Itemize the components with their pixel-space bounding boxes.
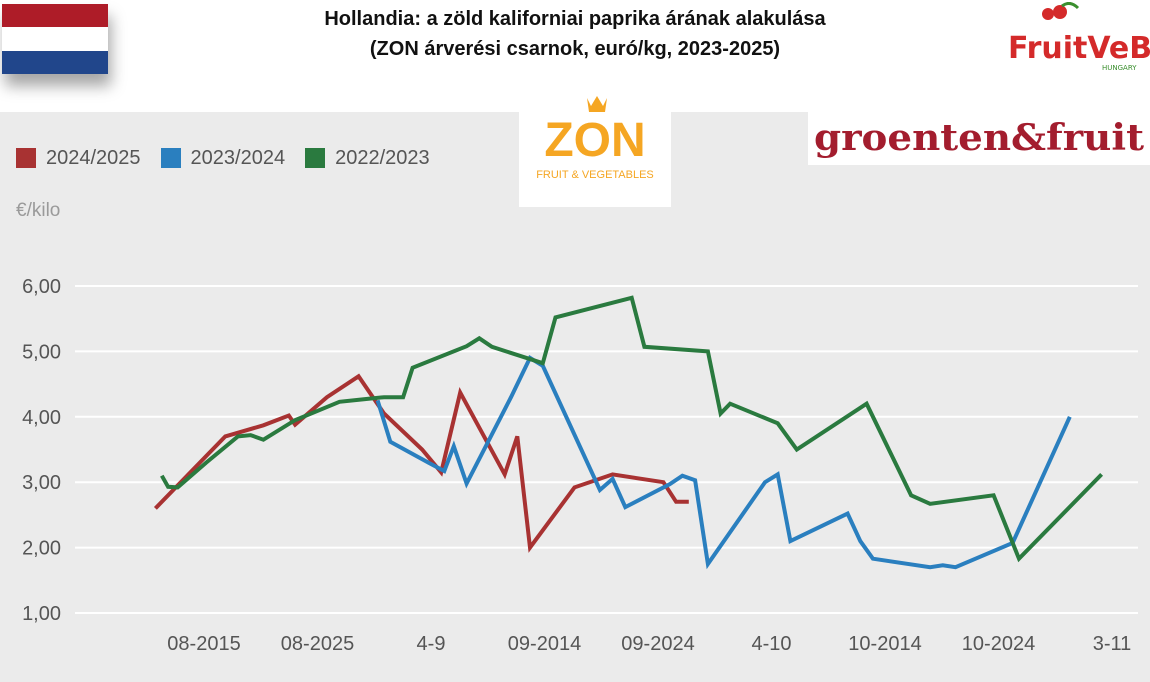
y-tick-label: 1,00	[22, 603, 61, 625]
x-tick-label: 09-2014	[508, 633, 581, 655]
legend-swatch	[16, 148, 36, 168]
fruitveb-wordmark: FruitVeB	[1008, 31, 1150, 66]
title-line-2: (ZON árverési csarnok, euró/kg, 2023-202…	[369, 38, 781, 60]
x-tick-label: 10-2024	[962, 633, 1035, 655]
fruitveb-sub: HUNGARY	[1102, 64, 1137, 72]
chart-panel	[0, 112, 1150, 682]
groenten-fruit-logo: groenten&fruit	[808, 110, 1150, 165]
chart-title: Hollandia: a zöld kaliforniai paprika ár…	[230, 4, 920, 64]
legend-label: 2022/2023	[335, 146, 430, 169]
flag-white-stripe	[2, 27, 108, 51]
series-line-2023-2024	[375, 355, 1072, 570]
y-tick-label: 5,00	[22, 341, 61, 363]
flag-blue-stripe	[2, 50, 108, 74]
legend-swatch	[305, 148, 326, 168]
x-tick-label: 08-2015	[167, 633, 240, 655]
legend-item: 2022/2023	[305, 147, 430, 170]
fruitveb-logo: FruitVeB HUNGARY	[1008, 2, 1150, 72]
x-tick-label: 4-10	[751, 633, 791, 655]
y-tick-label: 6,00	[22, 276, 61, 298]
x-tick-label: 4-9	[417, 633, 446, 655]
x-tick-label: 08-2025	[281, 633, 354, 655]
x-tick-label: 09-2024	[621, 633, 694, 655]
zon-logo: ZON FRUIT & VEGETABLES	[519, 90, 671, 207]
flag-red-stripe	[2, 4, 108, 28]
chart-legend: 2024/2025 2023/2024 2022/2023	[16, 146, 450, 170]
y-tick-label: 3,00	[22, 472, 61, 494]
x-tick-label: 3-11	[1093, 633, 1132, 655]
title-line-1: Hollandia: a zöld kaliforniai paprika ár…	[324, 8, 826, 30]
groenten-fruit-wordmark: groenten&fruit	[814, 117, 1144, 159]
series-line-2022-2023	[160, 295, 1104, 563]
y-axis-label: €/kilo	[16, 200, 61, 221]
legend-label: 2023/2024	[190, 146, 286, 169]
legend-swatch	[160, 148, 181, 168]
series-line-2024-2025	[153, 373, 689, 553]
zon-wordmark: ZON	[544, 114, 645, 167]
y-tick-label: 4,00	[22, 407, 61, 429]
y-tick-label: 2,00	[22, 538, 61, 560]
x-tick-label: 10-2014	[848, 633, 921, 655]
legend-item: 2023/2024	[160, 146, 286, 170]
netherlands-flag-icon	[2, 4, 108, 74]
legend-label: 2024/2025	[46, 146, 141, 169]
legend-item: 2024/2025	[16, 147, 141, 170]
zon-subtitle: FRUIT & VEGETABLES	[536, 169, 654, 181]
